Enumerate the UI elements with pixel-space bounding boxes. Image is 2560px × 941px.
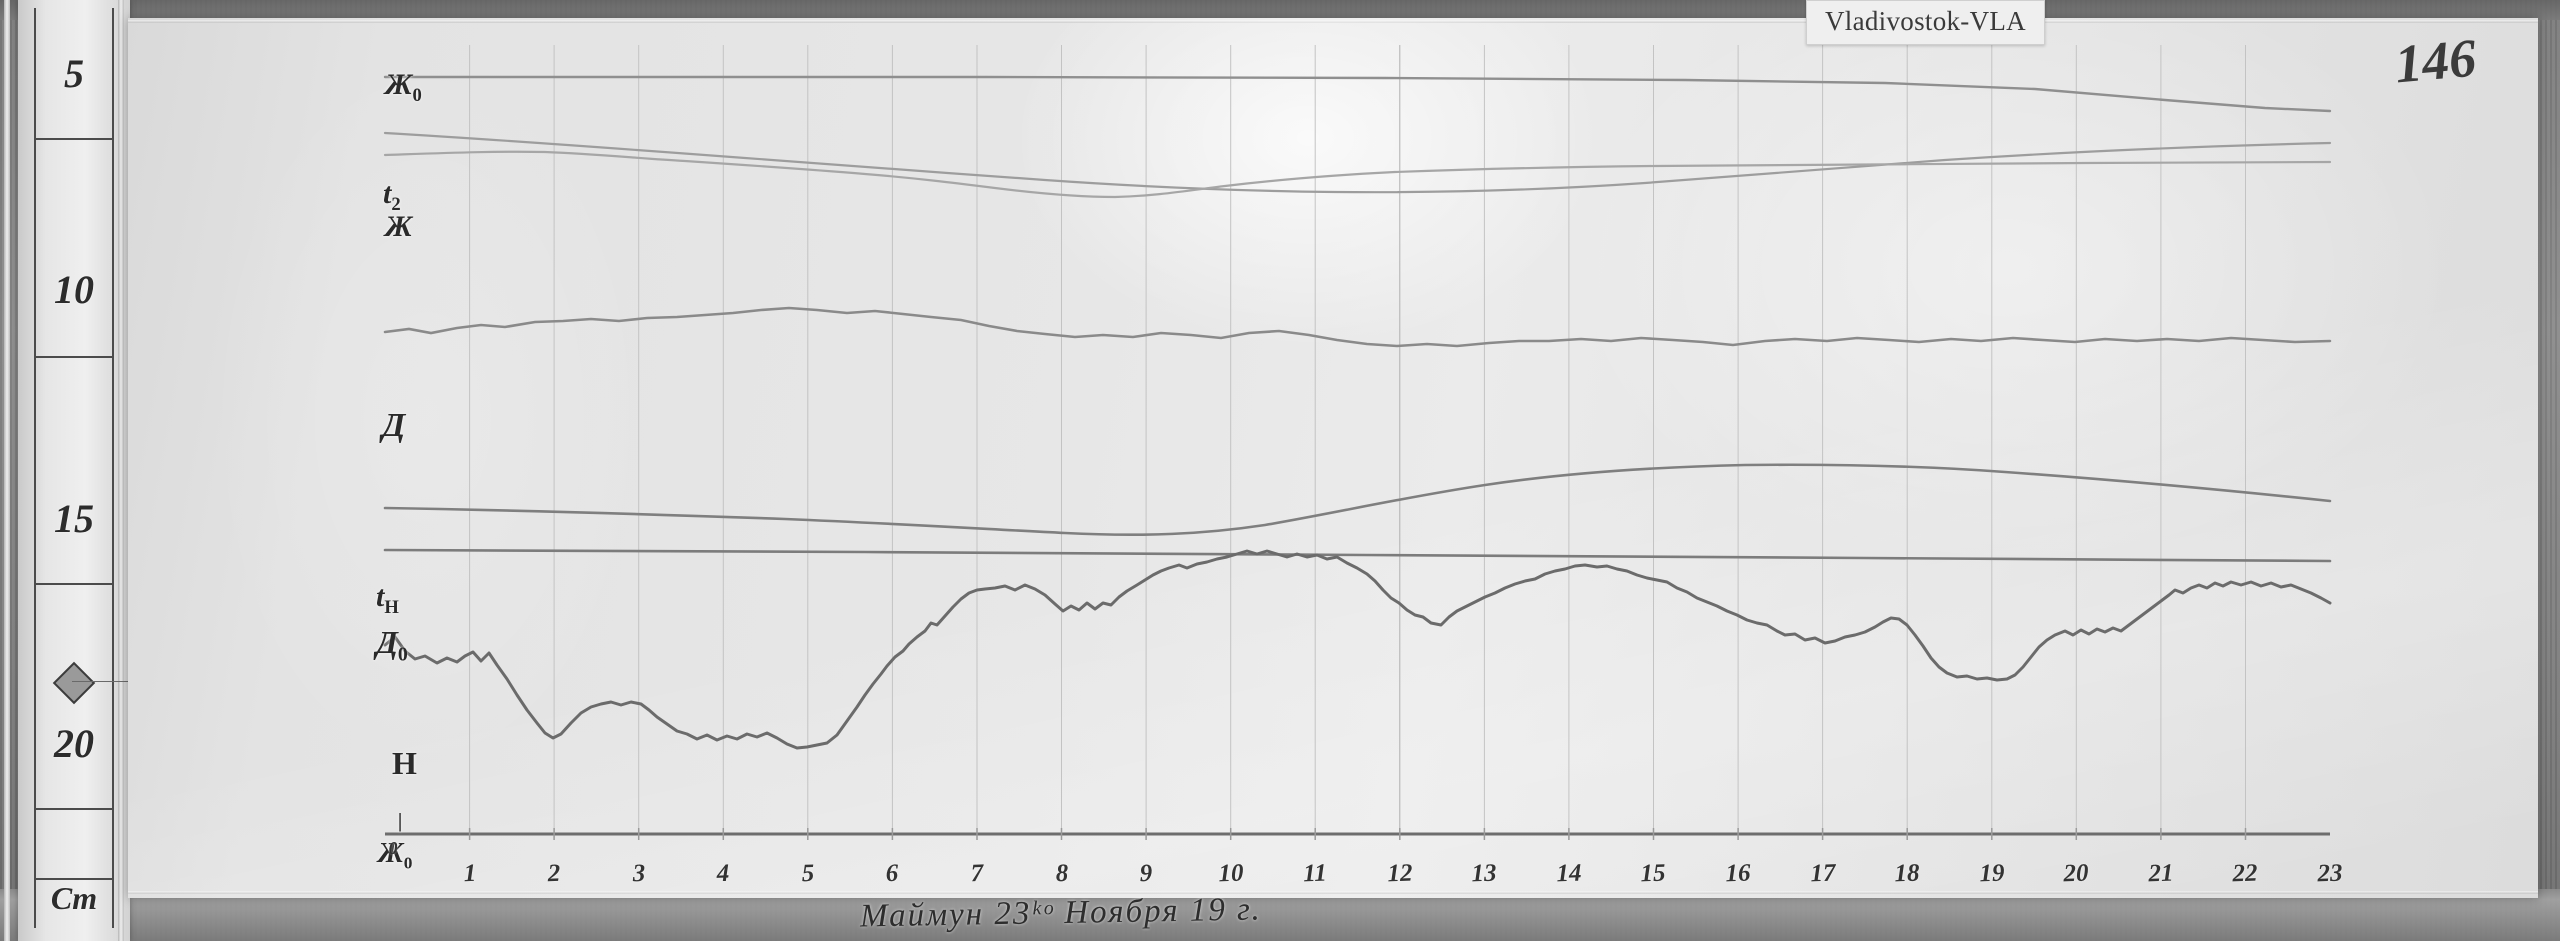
handwritten-caption: Маймун 23ᵏᵒ Ноября 19 г. — [859, 891, 1263, 935]
ruler-unit-label: Cm — [50, 880, 98, 916]
trace-label-zh-zero: Ж0 — [385, 68, 422, 106]
hour-label-9: 9 — [1139, 859, 1153, 888]
hour-label-3: 3 — [631, 859, 646, 888]
ruler-tick-20 — [36, 808, 112, 810]
ruler-tick-10 — [36, 356, 112, 358]
trace-zh — [383, 150, 2332, 199]
ruler-mark-20: 20 — [54, 721, 94, 766]
hour-gridlines — [469, 45, 2246, 834]
trace-plot-area — [383, 45, 2332, 878]
trace-plot-svg — [383, 45, 2332, 840]
ruler-mark-5: 5 — [64, 51, 84, 96]
ruler-index-diamond-icon — [52, 661, 96, 705]
trace-th — [383, 463, 2332, 537]
hour-label-18: 18 — [1894, 859, 1921, 888]
hour-label-5: 5 — [801, 859, 815, 888]
ruler-rail-right — [118, 0, 124, 941]
trace-label-zh: Ж — [385, 210, 413, 243]
hour-label-0: 0 — [388, 837, 398, 859]
hour-label-21: 21 — [2147, 859, 2174, 888]
hour-label-19: 19 — [1978, 859, 2005, 888]
ruler-mark-15: 15 — [54, 496, 94, 541]
ruler-rail-left — [4, 0, 10, 941]
trace-label-h: H — [392, 745, 417, 781]
trace-label-h-zero: Ж0 — [378, 838, 413, 873]
hour-label-6: 6 — [885, 859, 900, 888]
trace-d-zero — [383, 548, 2332, 563]
hour-label-22: 22 — [2232, 859, 2259, 888]
ruler-index-line — [72, 681, 150, 682]
trace-t2 — [383, 131, 2332, 194]
hour-label-15: 15 — [1640, 859, 1667, 888]
trace-h — [383, 549, 2332, 750]
sheet-crease-bottom — [128, 891, 2538, 894]
hour-label-16: 16 — [1725, 859, 1751, 888]
sheet-number: 146 — [2392, 27, 2479, 95]
trace-label-d: Д — [382, 407, 406, 444]
hour-label-10: 10 — [1217, 859, 1244, 888]
hour-label-2: 2 — [547, 859, 561, 888]
hour-label-14: 14 — [1555, 859, 1582, 888]
ruler-tick-15 — [36, 583, 112, 585]
ruler-tick-cm — [36, 878, 112, 880]
trace-label-t2: t2 — [383, 177, 401, 215]
trace-zh-zero — [383, 75, 2332, 113]
desk-band-top — [0, 0, 2560, 20]
hour-label-1: 1 — [462, 859, 477, 888]
sheet-crease-top — [128, 20, 2538, 23]
ruler-mark-10: 10 — [54, 267, 94, 312]
hour-label-13: 13 — [1471, 859, 1498, 888]
hour-label-20: 20 — [2063, 859, 2090, 888]
hour-ticks — [468, 828, 2247, 840]
hour-label-7: 7 — [970, 859, 984, 888]
hour-label-4: 4 — [716, 859, 730, 888]
ruler-scale: 5 10 15 20 Cm — [34, 8, 150, 928]
ruler-tick-5 — [36, 138, 112, 140]
trace-tick-marker: | — [398, 810, 403, 832]
hour-label-17: 17 — [1809, 859, 1836, 888]
hour-label-11: 11 — [1302, 859, 1328, 888]
trace-declination — [383, 306, 2332, 348]
station-label-sticker: Vladivostok-VLA — [1806, 0, 2045, 45]
hour-label-23: 23 — [2317, 859, 2343, 888]
hour-label-8: 8 — [1054, 859, 1069, 888]
hour-label-12: 12 — [1386, 859, 1413, 888]
trace-label-d-zero: Д0 — [376, 624, 408, 666]
trace-label-th: tH — [376, 580, 399, 618]
measuring-ruler: 5 10 15 20 Cm — [4, 0, 150, 941]
